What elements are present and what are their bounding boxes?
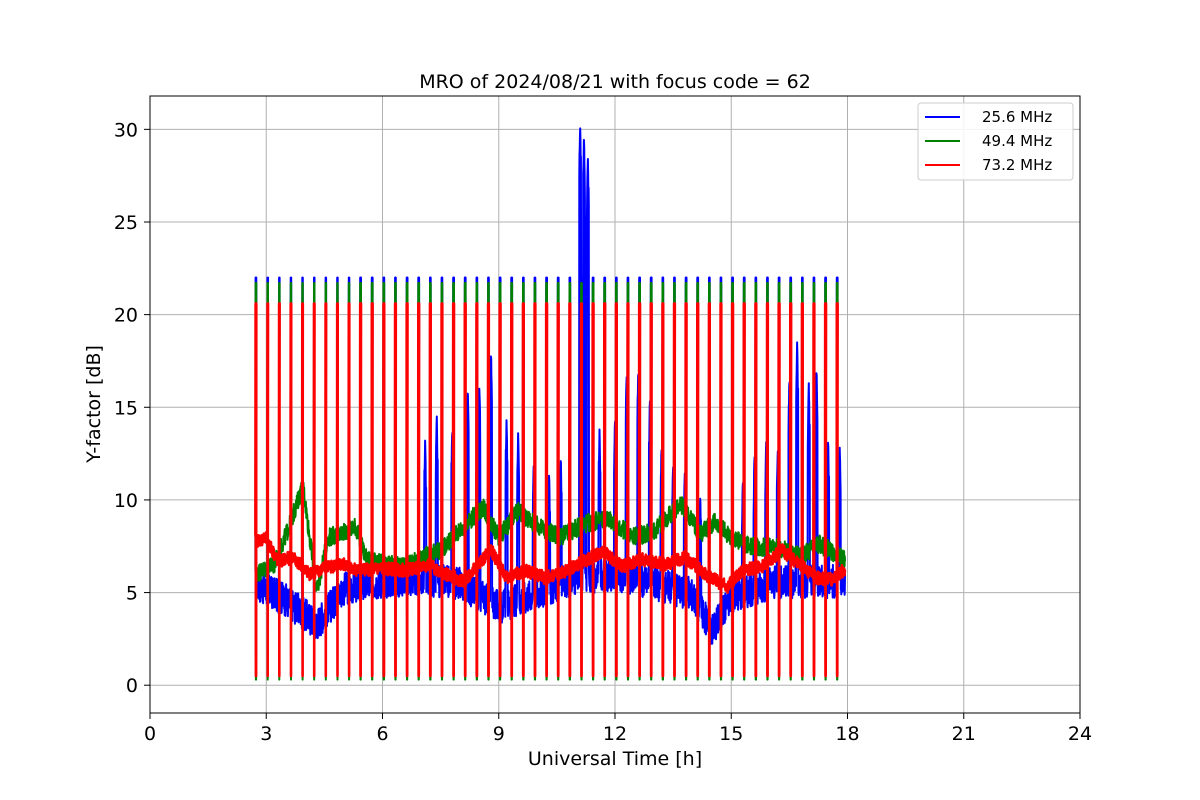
x-tick-label: 3 [260, 723, 272, 745]
y-tick-label: 20 [114, 305, 138, 327]
y-tick-label: 30 [114, 119, 138, 141]
legend-label-73-2: 73.2 MHz [982, 156, 1052, 174]
x-tick-label: 18 [835, 723, 859, 745]
series-layer [254, 127, 847, 681]
ticks: 0 3 6 9 12 15 18 21 24 0 5 10 15 20 25 30 [114, 119, 1092, 745]
y-tick-label: 5 [126, 583, 138, 605]
x-axis-label: Universal Time [h] [528, 748, 702, 770]
series-line-73-2 [254, 302, 847, 678]
y-axis-label: Y-factor [dB] [83, 345, 105, 464]
x-tick-label: 15 [719, 723, 743, 745]
legend: 25.6 MHz 49.4 MHz 73.2 MHz [917, 102, 1074, 181]
y-tick-label: 10 [114, 490, 138, 512]
chart-title: MRO of 2024/08/21 with focus code = 62 [419, 71, 811, 93]
legend-frame [917, 102, 1074, 181]
y-tick-label: 25 [114, 212, 138, 234]
y-tick-label: 0 [126, 675, 138, 697]
y-tick-label: 15 [114, 397, 138, 419]
x-tick-label: 12 [603, 723, 627, 745]
x-tick-label: 0 [144, 723, 156, 745]
legend-label-49-4: 49.4 MHz [982, 132, 1052, 150]
legend-label-25-6: 25.6 MHz [982, 108, 1052, 126]
series-line-49-4 [254, 282, 846, 681]
x-tick-label: 6 [376, 723, 388, 745]
x-tick-label: 21 [952, 723, 976, 745]
x-tick-label: 9 [493, 723, 505, 745]
x-tick-label: 24 [1068, 723, 1092, 745]
